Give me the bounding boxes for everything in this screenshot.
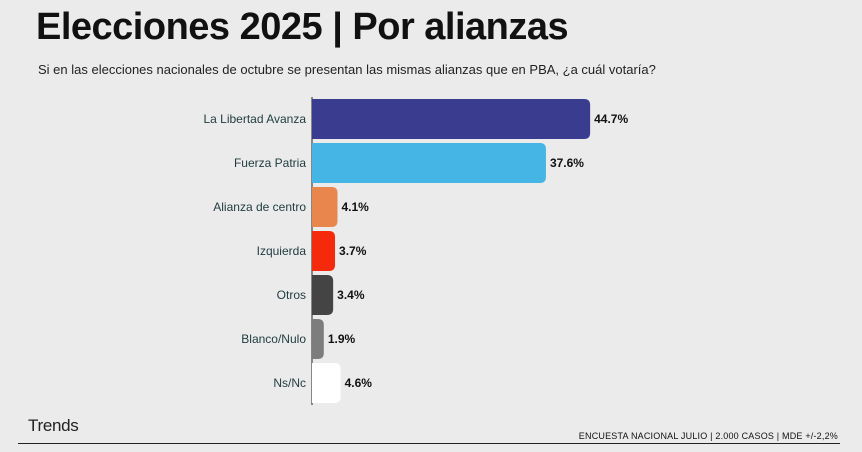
bar-3: [312, 231, 336, 271]
value-label-2: 4.1%: [342, 200, 370, 214]
page-title: Elecciones 2025 | Por alianzas: [36, 6, 569, 48]
footer-divider: [18, 443, 840, 444]
chart-subtitle: Si en las elecciones nacionales de octub…: [38, 62, 656, 77]
bar-0: [312, 99, 591, 139]
category-label-2: Alianza de centro: [213, 200, 306, 214]
category-label-3: Izquierda: [257, 244, 307, 258]
bar-1: [312, 143, 546, 183]
survey-footnote: ENCUESTA NACIONAL JULIO | 2.000 CASOS | …: [578, 431, 838, 441]
value-label-5: 1.9%: [328, 332, 356, 346]
category-label-5: Blanco/Nulo: [241, 332, 306, 346]
value-label-3: 3.7%: [339, 244, 367, 258]
category-label-0: La Libertad Avanza: [203, 112, 306, 126]
category-label-4: Otros: [277, 288, 306, 302]
bar-4: [312, 275, 334, 315]
bar-5: [312, 319, 324, 359]
value-label-6: 4.6%: [345, 376, 373, 390]
bar-2: [312, 187, 338, 227]
bar-6: [312, 363, 341, 403]
category-label-1: Fuerza Patria: [234, 156, 306, 170]
value-label-1: 37.6%: [550, 156, 584, 170]
brand-logo: Trends: [28, 416, 79, 435]
category-label-6: Ns/Nc: [273, 376, 306, 390]
value-label-0: 44.7%: [594, 112, 628, 126]
value-label-4: 3.4%: [337, 288, 365, 302]
